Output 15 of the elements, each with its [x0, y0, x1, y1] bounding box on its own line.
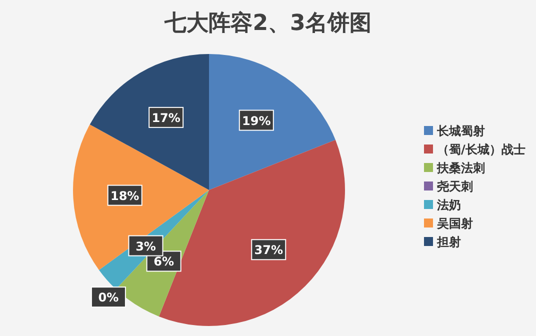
legend-label: 法奶	[436, 198, 461, 212]
legend-label: 扶桑法刺	[436, 161, 485, 175]
data-label: 37%	[254, 243, 283, 258]
data-label: 18%	[110, 188, 140, 203]
data-label: 6%	[154, 254, 174, 269]
legend-label: 吴国射	[436, 216, 473, 230]
data-label: 17%	[152, 110, 180, 125]
legend-label: （蜀/长城）战士	[437, 142, 526, 156]
data-label: 3%	[136, 239, 156, 254]
legend-label: 担射	[436, 235, 461, 249]
text: 0%	[98, 290, 119, 305]
data-label: 19%	[242, 114, 271, 128]
legend-label: 尧天刺	[436, 180, 473, 194]
chart-title: 七大阵容2、3名饼图	[164, 10, 372, 36]
legend-label: 长城蜀射	[436, 124, 485, 138]
